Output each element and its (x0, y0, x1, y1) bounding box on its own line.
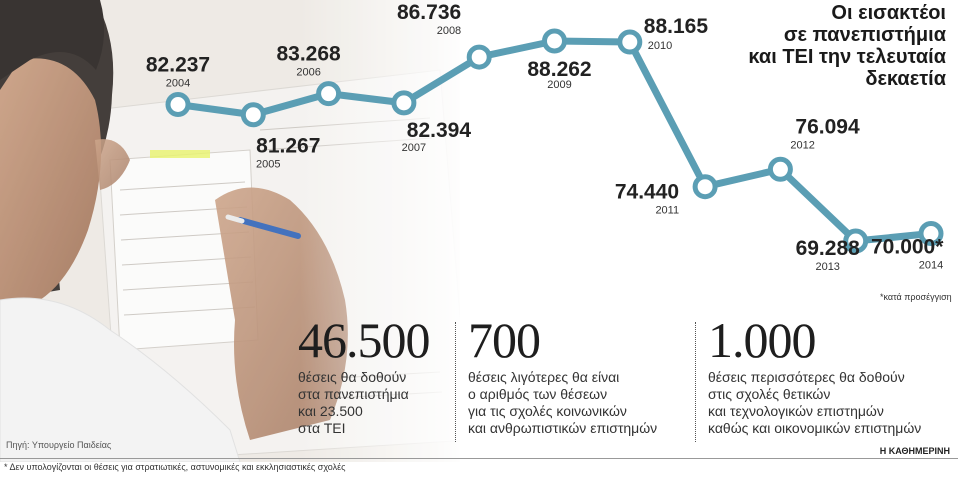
stat-description: θέσεις λιγότερες θα είναι ο αριθμός των … (468, 369, 657, 437)
year-label-2008: 2008 (437, 25, 461, 37)
data-point-2011 (692, 174, 718, 200)
footnote: * Δεν υπολογίζονται οι θέσεις για στρατι… (4, 462, 346, 472)
stat-line: και ανθρωπιστικών επιστημών (468, 420, 658, 436)
data-point-2007 (391, 90, 417, 116)
stat-line: θέσεις περισσότερες θα δοθούν (708, 369, 905, 385)
value-label-2005: 81.267 (256, 135, 320, 158)
year-label-2009: 2009 (547, 79, 571, 91)
source-credit: Πηγή: Υπουργείο Παιδείας (6, 440, 112, 450)
data-point-2008 (466, 44, 492, 70)
value-label-2013: 69.288 (796, 237, 861, 260)
footer-rule (0, 458, 958, 459)
stat-description: θέσεις περισσότερες θα δοθούν στις σχολέ… (708, 369, 921, 437)
value-label-2009: 88.262 (527, 58, 591, 81)
stat-value: 1.000 (708, 312, 817, 368)
title-line: σε πανεπιστήμια (783, 24, 946, 46)
stat-block-fewer: 700 θέσεις λιγότερες θα είναι ο αριθμός … (468, 315, 657, 437)
year-label-2004: 2004 (166, 78, 190, 90)
year-label-2011: 2011 (655, 205, 679, 217)
value-label-2010: 88.165 (644, 15, 709, 38)
value-label-2014: 70.000* (871, 235, 944, 258)
stat-line: στα πανεπιστήμια (298, 386, 409, 402)
year-label-2012: 2012 (790, 139, 814, 151)
stat-line: για τις σχολές κοινωνικών (468, 403, 627, 419)
stat-line: στα ΤΕΙ (298, 420, 346, 436)
data-point-2004 (165, 92, 191, 118)
approximation-note: *κατά προσέγγιση (880, 292, 952, 302)
value-label-2008: 86.736 (397, 1, 461, 24)
year-label-2005: 2005 (256, 159, 280, 171)
stat-block-more: 1.000 θέσεις περισσότερες θα δοθούν στις… (708, 315, 921, 437)
title-line: δεκαετία (865, 68, 946, 90)
title-line: Οι εισακτέοι (831, 2, 946, 24)
data-point-2013 (843, 228, 869, 254)
year-label-2013: 2013 (815, 261, 839, 273)
stat-line: και 23.500 (298, 403, 363, 419)
year-label-2014: 2014 (919, 259, 943, 271)
value-label-2004: 82.237 (146, 54, 210, 77)
value-label-2012: 76.094 (795, 115, 860, 138)
chart-title: Οι εισακτέοι σε πανεπιστήμια και ΤΕΙ την… (686, 2, 946, 90)
year-label-2007: 2007 (402, 142, 426, 154)
value-label-2006: 83.268 (276, 43, 341, 66)
year-label-2006: 2006 (296, 67, 320, 79)
data-point-2005 (240, 102, 266, 128)
stat-line: θέσεις λιγότερες θα είναι (468, 369, 620, 385)
value-label-2007: 82.394 (407, 119, 472, 142)
stat-value: 700 (468, 312, 541, 368)
stat-line: και τεχνολογικών επιστημών (708, 403, 884, 419)
stat-line: στις σχολές θετικών (708, 386, 831, 402)
stat-divider (695, 322, 696, 442)
value-label-2011: 74.440 (615, 181, 679, 204)
stat-line: καθώς και οικονομικών επιστημών (708, 420, 922, 436)
stat-line: θέσεις θα δοθούν (298, 369, 407, 385)
data-point-2012 (767, 156, 793, 182)
stat-description: θέσεις θα δοθούν στα πανεπιστήμια και 23… (298, 369, 430, 437)
stat-divider (455, 322, 456, 442)
title-line: και ΤΕΙ την τελευταία (748, 46, 946, 68)
year-label-2010: 2010 (648, 40, 672, 52)
stat-block-places: 46.500 θέσεις θα δοθούν στα πανεπιστήμια… (298, 315, 430, 437)
chart-points-layer (165, 28, 944, 254)
data-point-2006 (316, 81, 342, 107)
data-point-2009 (542, 28, 567, 54)
stat-value: 46.500 (298, 312, 430, 368)
data-point-2010 (617, 29, 643, 55)
data-point-2014 (918, 220, 944, 246)
stat-line: ο αριθμός των θέσεων (468, 386, 608, 402)
student-photo (0, 0, 471, 462)
newspaper-brand: Η ΚΑΘΗΜΕΡΙΝΗ (879, 446, 950, 456)
